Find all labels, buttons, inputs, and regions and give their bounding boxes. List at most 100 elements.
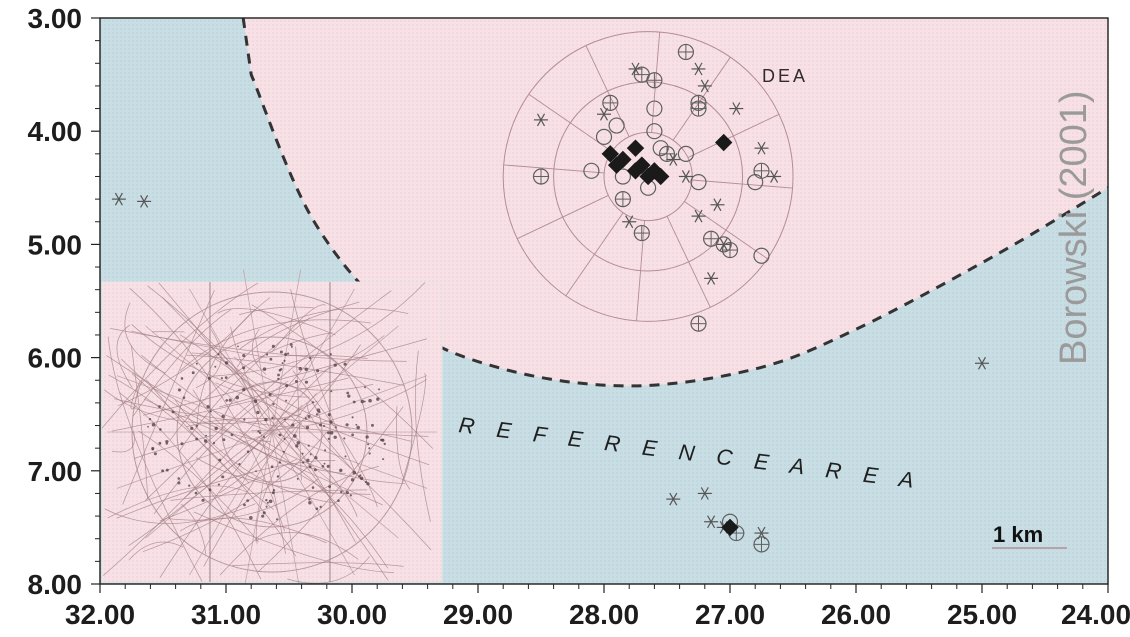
inset-sample-dot (195, 438, 198, 441)
inset-sample-dot (366, 482, 369, 485)
inset-sample-dot (254, 400, 257, 403)
inset-sample-dot (279, 433, 282, 436)
inset-sample-dot (356, 426, 360, 430)
inset-sample-dot (318, 411, 320, 413)
inset-sample-dot (279, 461, 281, 463)
inset-sample-dot (340, 491, 342, 493)
x-tick-label: 26.00 (821, 599, 891, 630)
inset-sample-dot (225, 361, 228, 364)
inset-sample-dot (353, 401, 356, 404)
inset-sample-dot (369, 452, 371, 454)
inset-sample-dot (295, 444, 298, 447)
inset-sample-dot (263, 436, 265, 438)
inset-sample-dot (368, 399, 372, 403)
inset-sample-dot (267, 502, 269, 504)
inset-sample-dot (263, 367, 267, 371)
inset-sample-dot (384, 443, 386, 445)
inset-sample-dot (320, 506, 322, 508)
inset-sample-dot (285, 400, 287, 402)
inset-sample-dot (272, 491, 275, 494)
inset-sample-dot (265, 499, 267, 501)
inset-sample-dot (324, 463, 326, 465)
inset-sample-dot (309, 357, 311, 359)
inset-sample-dot (277, 475, 279, 477)
inset-sample-dot (284, 353, 287, 356)
y-tick-label: 6.00 (28, 343, 83, 374)
inset-sample-dot (243, 504, 246, 507)
inset-sample-dot (225, 376, 228, 379)
inset-sample-dot (315, 507, 318, 510)
inset-sample-dot (242, 388, 245, 391)
inset-sample-dot (304, 368, 308, 372)
inset-sample-dot (328, 485, 331, 488)
inset-sample-dot (178, 388, 181, 391)
inset-sample-dot (204, 439, 208, 443)
inset-sample-dot (218, 353, 220, 355)
inset-sample-dot (283, 451, 285, 453)
inset-sample-dot (190, 427, 193, 430)
inset-sample-dot (272, 345, 275, 348)
inset-sample-dot (205, 435, 207, 437)
inset-sample-dot (316, 413, 318, 415)
inset-sample-dot (282, 362, 284, 364)
inset-sample-dot (161, 469, 164, 472)
inset-sample-dot (352, 416, 354, 418)
inset-sample-dot (381, 439, 384, 442)
inset-sample-dot (206, 405, 209, 408)
inset-sample-dot (269, 358, 272, 361)
inset-sample-dot (368, 447, 370, 449)
inset-sample-dot (235, 396, 239, 400)
inset-sample-dot (314, 468, 317, 471)
inset-sample-dot (297, 478, 299, 480)
inset-sample-dot (256, 411, 259, 414)
inset-sample-dot (159, 428, 162, 431)
inset-sample-dot (247, 450, 250, 453)
inset-sample-dot (346, 491, 349, 494)
x-tick-label: 25.00 (947, 599, 1017, 630)
inset-sample-dot (269, 499, 273, 503)
inset-sample-dot (177, 477, 180, 480)
inset-sample-dot (308, 501, 311, 504)
inset-sample-dot (261, 515, 264, 518)
scale-bar-label: 1 km (993, 522, 1043, 547)
inset-sample-dot (308, 498, 310, 500)
inset-sample-dot (360, 477, 363, 480)
inset-sample-dot (273, 489, 275, 491)
inset-sample-dot (249, 516, 253, 520)
inset-sample-dot (221, 415, 224, 418)
inset-sample-dot (154, 452, 157, 455)
inset-sample-dot (305, 417, 307, 419)
y-tick-label: 8.00 (28, 569, 83, 600)
inset-sample-dot (323, 425, 325, 427)
inset-sample-dot (299, 367, 302, 370)
inset-sample-dot (346, 423, 349, 426)
inset-sample-dot (312, 486, 315, 489)
inset-sample-dot (305, 381, 308, 384)
inset-sample-dot (309, 465, 312, 468)
inset-sample-dot (218, 459, 221, 462)
inset-sample-dot (213, 442, 215, 444)
inset-sample-dot (277, 378, 279, 380)
inset-sample-dot (263, 511, 266, 514)
inset-sample-dot (166, 469, 169, 472)
inset-sample-dot (218, 483, 220, 485)
inset-sample-dot (376, 397, 379, 400)
inset-sample-dot (222, 438, 225, 441)
inset-sample-dot (306, 426, 309, 429)
inset-sample-dot (284, 418, 286, 420)
inset-sample-dot (196, 363, 198, 365)
inset-sample-dot (283, 438, 285, 440)
inset-sample-dot (237, 345, 239, 347)
inset-sample-dot (196, 425, 198, 427)
inset-sample-dot (358, 475, 360, 477)
inset-sample-dot (242, 366, 245, 369)
inset-sample-dot (335, 426, 337, 428)
inset-sample-dot (297, 441, 300, 444)
inset-sample-dot (322, 465, 325, 468)
inset-sample-dot (225, 399, 228, 402)
inset-sample-dot (327, 465, 330, 468)
inset-sample-dot (334, 436, 337, 439)
inset-sample-dot (367, 443, 369, 445)
